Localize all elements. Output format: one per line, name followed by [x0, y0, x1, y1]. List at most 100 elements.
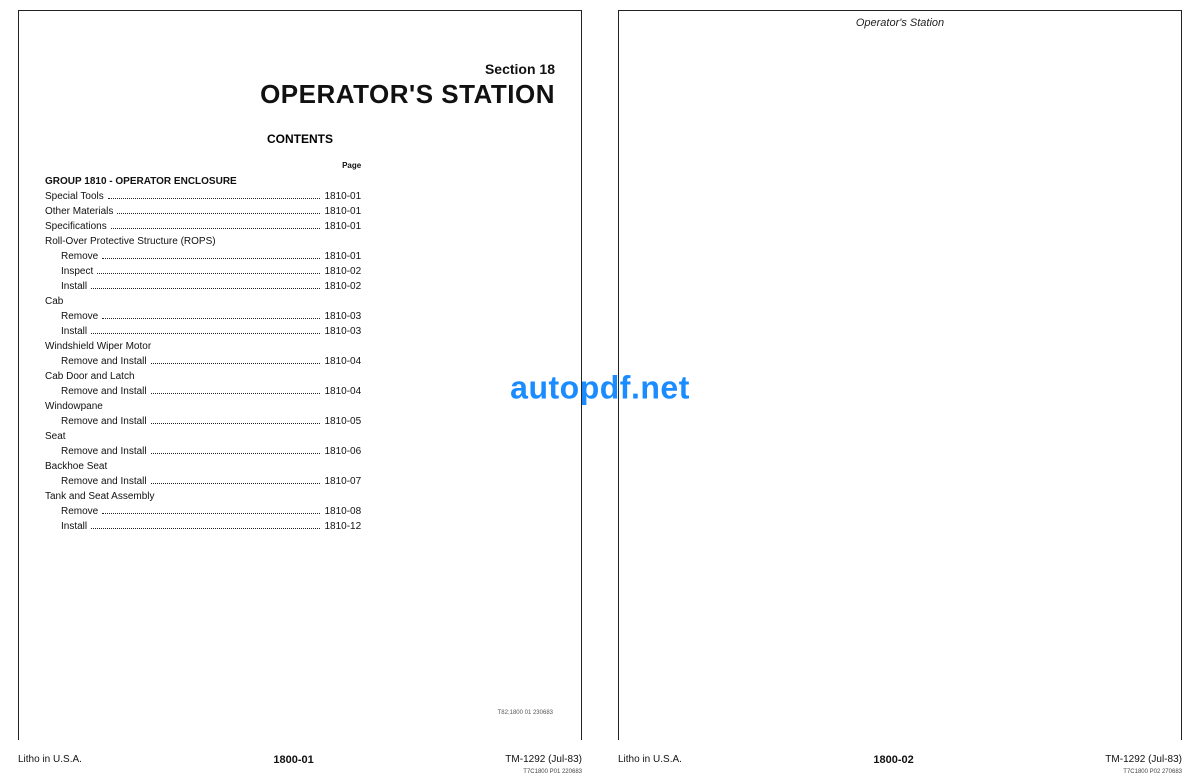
- toc-row: Roll-Over Protective Structure (ROPS): [45, 234, 361, 249]
- toc-label: Remove and Install: [61, 474, 147, 489]
- toc-label: Other Materials: [45, 204, 113, 219]
- toc-row: Remove and Install 1810-05: [45, 414, 361, 429]
- toc-leader-dots: [151, 483, 321, 484]
- toc-row: Remove 1810-08: [45, 504, 361, 519]
- toc-group-title: GROUP 1810 - OPERATOR ENCLOSURE: [45, 174, 361, 189]
- toc-page-ref: 1810-06: [324, 444, 361, 459]
- toc-row: Windshield Wiper Motor: [45, 339, 361, 354]
- toc-leader-dots: [117, 213, 320, 214]
- page-right-content: Operator's Station: [618, 10, 1182, 740]
- toc-label: Cab: [45, 294, 63, 309]
- toc-leader-dots: [151, 453, 321, 454]
- toc-page-ref: 1810-01: [324, 189, 361, 204]
- toc-page-header: Page: [45, 160, 361, 172]
- footer-manual-code: TM-1292 (Jul-83): [1105, 754, 1182, 765]
- toc-label: Specifications: [45, 219, 107, 234]
- toc-leader-dots: [102, 318, 320, 319]
- toc-leader-dots: [91, 288, 320, 289]
- footer-small-code: T7C1800 P01 220683: [523, 769, 582, 775]
- footer-manual-ref: TM-1292 (Jul-83) T7C1800 P02 270683: [1105, 754, 1182, 776]
- toc-label: Cab Door and Latch: [45, 369, 135, 384]
- toc-label: Install: [61, 279, 87, 294]
- toc-label: Seat: [45, 429, 66, 444]
- footer-left-page: Litho in U.S.A. 1800-01 TM-1292 (Jul-83)…: [18, 754, 582, 776]
- toc-row: Specifications 1810-01: [45, 219, 361, 234]
- toc-row: Special Tools1810-01: [45, 189, 361, 204]
- footer-page-number: 1800-02: [873, 754, 913, 776]
- footer-small-code: T7C1800 P02 270683: [1123, 769, 1182, 775]
- toc-label: Tank and Seat Assembly: [45, 489, 155, 504]
- toc-row: Remove 1810-01: [45, 249, 361, 264]
- toc-leader-dots: [151, 423, 321, 424]
- toc-leader-dots: [111, 228, 321, 229]
- toc-row: Remove and Install 1810-04: [45, 384, 361, 399]
- toc-label: Remove and Install: [61, 384, 147, 399]
- toc-label: Remove: [61, 309, 98, 324]
- main-title: OPERATOR'S STATION: [45, 79, 555, 110]
- toc-label: Install: [61, 324, 87, 339]
- toc-label: Remove and Install: [61, 414, 147, 429]
- toc-label: Install: [61, 519, 87, 534]
- toc-row: Install 1810-02: [45, 279, 361, 294]
- toc-page-ref: 1810-02: [324, 264, 361, 279]
- page-left: Section 18 OPERATOR'S STATION CONTENTS P…: [0, 0, 600, 776]
- toc-page-ref: 1810-03: [324, 324, 361, 339]
- toc-leader-dots: [151, 393, 321, 394]
- toc-row: Remove and Install 1810-06: [45, 444, 361, 459]
- footer-litho: Litho in U.S.A.: [618, 754, 682, 776]
- toc-row: Tank and Seat Assembly: [45, 489, 361, 504]
- page-right-header: Operator's Station: [645, 17, 1155, 29]
- toc-page-ref: 1810-03: [324, 309, 361, 324]
- toc-row: Other Materials 1810-01: [45, 204, 361, 219]
- footer-page-number: 1800-01: [273, 754, 313, 776]
- footer-litho: Litho in U.S.A.: [18, 754, 82, 776]
- footer-right-page: Litho in U.S.A. 1800-02 TM-1292 (Jul-83)…: [618, 754, 1182, 776]
- toc-row: Remove and Install 1810-07: [45, 474, 361, 489]
- toc-row: Seat: [45, 429, 361, 444]
- toc-label: Remove and Install: [61, 444, 147, 459]
- toc-page-ref: 1810-12: [324, 519, 361, 534]
- toc-page-ref: 1810-02: [324, 279, 361, 294]
- toc-label: Backhoe Seat: [45, 459, 107, 474]
- toc-row: Install 1810-03: [45, 324, 361, 339]
- toc-row: Cab: [45, 294, 361, 309]
- toc-leader-dots: [108, 198, 321, 199]
- toc-row: Cab Door and Latch: [45, 369, 361, 384]
- document-spread: Section 18 OPERATOR'S STATION CONTENTS P…: [0, 0, 1200, 776]
- toc-row: Inspect 1810-02: [45, 264, 361, 279]
- toc-label: Windowpane: [45, 399, 103, 414]
- toc-page-ref: 1810-01: [324, 219, 361, 234]
- toc-label: Remove: [61, 249, 98, 264]
- page-code: T82;1800 01 230683: [498, 710, 553, 716]
- toc-label: Inspect: [61, 264, 93, 279]
- toc-leader-dots: [151, 363, 321, 364]
- toc-label: Remove and Install: [61, 354, 147, 369]
- toc-page-ref: 1810-01: [324, 204, 361, 219]
- toc-row: Backhoe Seat: [45, 459, 361, 474]
- toc-page-ref: 1810-04: [324, 354, 361, 369]
- toc-page-ref: 1810-08: [324, 504, 361, 519]
- toc-label: Remove: [61, 504, 98, 519]
- toc-row: Remove 1810-03: [45, 309, 361, 324]
- toc-label: Roll-Over Protective Structure (ROPS): [45, 234, 216, 249]
- contents-label: CONTENTS: [45, 132, 555, 146]
- toc-page-ref: 1810-01: [324, 249, 361, 264]
- toc-leader-dots: [102, 513, 320, 514]
- toc-page-ref: 1810-07: [324, 474, 361, 489]
- toc-row: Install 1810-12: [45, 519, 361, 534]
- toc-leader-dots: [102, 258, 320, 259]
- page-right: Operator's Station Litho in U.S.A. 1800-…: [600, 0, 1200, 776]
- toc-row: Remove and Install 1810-04: [45, 354, 361, 369]
- footer-manual-ref: TM-1292 (Jul-83) T7C1800 P01 220683: [505, 754, 582, 776]
- toc-label: Windshield Wiper Motor: [45, 339, 151, 354]
- toc-page-ref: 1810-05: [324, 414, 361, 429]
- toc-leader-dots: [91, 528, 320, 529]
- section-label: Section 18: [45, 61, 555, 77]
- table-of-contents: Page GROUP 1810 - OPERATOR ENCLOSURE Spe…: [45, 160, 361, 534]
- toc-leader-dots: [91, 333, 320, 334]
- toc-row: Windowpane: [45, 399, 361, 414]
- page-left-content: Section 18 OPERATOR'S STATION CONTENTS P…: [18, 10, 582, 740]
- footer-manual-code: TM-1292 (Jul-83): [505, 754, 582, 765]
- toc-leader-dots: [97, 273, 320, 274]
- toc-page-ref: 1810-04: [324, 384, 361, 399]
